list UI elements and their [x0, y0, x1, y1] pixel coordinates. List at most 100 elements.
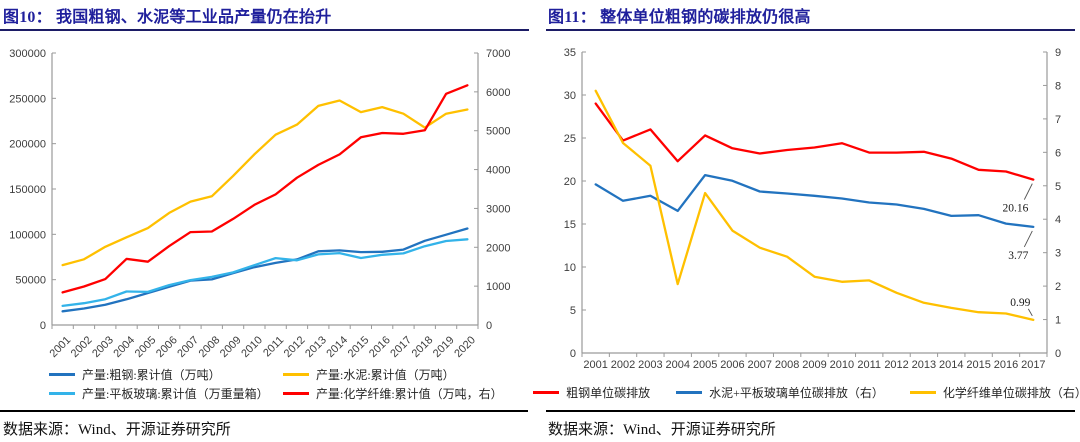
x-axis-label: 2020 — [452, 334, 478, 360]
right-axis-tick-label: 1000 — [486, 281, 510, 293]
legend-swatch — [283, 392, 309, 395]
legend-item: 粗钢单位碳排放 — [533, 384, 650, 401]
legend-row: 产量:平板玻璃:累计值（万重量箱） 产量:化学纤维:累计值（万吨，右） — [49, 385, 503, 402]
left-axis-tick-label: 30 — [564, 90, 576, 102]
x-axis-label: 2005 — [133, 334, 159, 360]
left-axis-tick-label: 35 — [564, 47, 576, 59]
right-axis-tick-label: 7000 — [486, 48, 510, 60]
x-axis-label: 2014 — [324, 334, 350, 360]
x-axis-label: 2002 — [69, 334, 95, 360]
x-axis-label: 2014 — [939, 359, 963, 371]
x-axis-label: 2018 — [410, 334, 436, 360]
left-axis-tick-label: 200000 — [9, 139, 46, 151]
right-axis-tick-label: 4 — [1055, 214, 1061, 226]
x-axis-label: 2004 — [111, 334, 137, 360]
annotation-leader — [1023, 230, 1033, 248]
x-axis-label: 2016 — [994, 359, 1018, 371]
figure-11-chart: 0 5 10 15 20 25 30 35 0 1 2 3 4 5 6 7 8 9 2001 2002 2003 2004… — [564, 47, 1061, 371]
right-axis-tick-label: 0 — [1055, 348, 1061, 360]
legend-item: 产量:水泥:累计值（万吨） — [283, 366, 491, 383]
x-axis-label: 2002 — [611, 359, 635, 371]
series-line — [594, 89, 1035, 322]
legend-swatch — [49, 373, 75, 376]
right-axis-tick-label: 2000 — [486, 242, 510, 254]
legend-label: 产量:化学纤维:累计值（万吨，右） — [316, 387, 503, 401]
figure-10-chart: 0 50000 100000 150000 200000 250000 300000 0 100… — [9, 48, 510, 360]
series-line — [61, 84, 469, 294]
figure-11-title-rule — [546, 29, 1075, 31]
x-axis-label: 2008 — [775, 359, 799, 371]
data-label: 0.99 — [1010, 297, 1030, 309]
x-axis-label: 2005 — [693, 359, 717, 371]
figure-11-title: 图11： 整体单位粗钢的碳排放仍很高 — [548, 9, 811, 26]
legend-swatch — [533, 391, 560, 394]
x-axis-label: 2017 — [388, 334, 414, 360]
figure-10-source: 数据来源：Wind、开源证券研究所 — [3, 422, 231, 438]
legend-row: 产量:粗钢:累计值（万吨） 产量:水泥:累计值（万吨） — [49, 366, 491, 383]
x-axis-label: 2001 — [583, 359, 607, 371]
legend-label: 水泥+平板玻璃单位碳排放（右） — [709, 386, 884, 400]
legend-row: 粗钢单位碳排放 水泥+平板玻璃单位碳排放（右） 化学纤维单位碳排放（右） — [533, 384, 1080, 401]
right-axis-tick-label: 3000 — [486, 203, 510, 215]
left-axis-tick-label: 250000 — [9, 93, 46, 105]
x-axis-label: 2004 — [665, 359, 689, 371]
legend-swatch — [909, 391, 936, 394]
x-axis-label: 2017 — [1021, 359, 1045, 371]
figure-11-source: 数据来源：Wind、开源证券研究所 — [548, 422, 776, 438]
figure-10-footer-rule — [0, 410, 528, 412]
annotation-leader — [1027, 308, 1033, 317]
left-axis-tick-label: 5 — [570, 305, 576, 317]
x-axis-label: 2016 — [367, 334, 393, 360]
x-axis-label: 2013 — [912, 359, 936, 371]
x-axis-label: 2003 — [638, 359, 662, 371]
figure-11-legend: 粗钢单位碳排放 水泥+平板玻璃单位碳排放（右） 化学纤维单位碳排放（右） — [533, 384, 1080, 401]
x-axis-label: 2007 — [175, 334, 201, 360]
x-axis-label: 2010 — [830, 359, 854, 371]
left-axis-tick-label: 150000 — [9, 184, 46, 196]
data-label: 3.77 — [1008, 250, 1028, 262]
annotation-leader — [1023, 183, 1033, 200]
series-line — [61, 238, 469, 308]
x-axis-label: 2011 — [857, 359, 881, 371]
right-axis-tick-label: 3 — [1055, 248, 1061, 260]
right-axis-tick-label: 6000 — [486, 87, 510, 99]
x-axis-label: 2011 — [261, 334, 286, 359]
x-axis-label: 2009 — [802, 359, 826, 371]
figure-11-footer-rule — [546, 410, 1075, 412]
legend-item: 产量:粗钢:累计值（万吨） — [49, 366, 257, 383]
legend-swatch — [49, 392, 75, 395]
x-axis-label: 2001 — [48, 334, 74, 360]
figure-10-legend: 产量:粗钢:累计值（万吨） 产量:水泥:累计值（万吨） 产量:平板玻璃:累计值（万重… — [0, 366, 540, 402]
legend-item: 产量:平板玻璃:累计值（万重量箱） — [49, 385, 269, 402]
legend-label: 产量:粗钢:累计值（万吨） — [82, 368, 221, 382]
right-axis-tick-label: 0 — [486, 320, 492, 332]
left-axis-tick-label: 100000 — [9, 229, 46, 241]
legend-label: 产量:水泥:累计值（万吨） — [316, 368, 455, 382]
right-axis-tick-label: 9 — [1055, 47, 1061, 59]
figure-10-title: 图10： 我国粗钢、水泥等工业品产量仍在抬升 — [3, 9, 332, 26]
x-axis-label: 2007 — [748, 359, 772, 371]
left-axis-tick-label: 0 — [40, 320, 46, 332]
left-axis-tick-label: 15 — [564, 219, 576, 231]
legend-swatch — [676, 391, 703, 394]
figure-10: 图10： 我国粗钢、水泥等工业品产量仍在抬升 0 50000 100000 15000… — [0, 9, 540, 438]
legend-item: 化学纤维单位碳排放（右） — [909, 384, 1080, 401]
x-axis-label: 2013 — [303, 334, 329, 360]
x-axis-label: 2006 — [154, 334, 180, 360]
x-axis-label: 2012 — [282, 334, 308, 360]
left-axis-tick-label: 50000 — [15, 275, 46, 287]
legend-item: 水泥+平板玻璃单位碳排放（右） — [676, 384, 884, 401]
x-axis-label: 2019 — [431, 334, 457, 360]
x-axis-label: 2009 — [218, 334, 244, 360]
right-axis-tick-label: 2 — [1055, 281, 1061, 293]
left-axis-tick-label: 20 — [564, 176, 576, 188]
legend-label: 产量:平板玻璃:累计值（万重量箱） — [82, 387, 269, 401]
right-axis-tick-label: 8 — [1055, 80, 1061, 92]
figure-10-title-rule — [0, 29, 529, 31]
x-axis-label: 2015 — [346, 334, 372, 360]
series-line — [594, 173, 1035, 229]
right-axis-tick-label: 5000 — [486, 126, 510, 138]
legend-label: 化学纤维单位碳排放（右） — [942, 386, 1080, 400]
left-axis-tick-label: 10 — [564, 262, 576, 274]
left-axis-tick-label: 0 — [570, 348, 576, 360]
